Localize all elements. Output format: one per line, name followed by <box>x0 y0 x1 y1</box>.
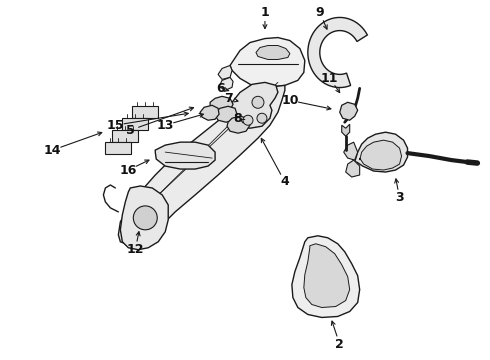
Text: 2: 2 <box>335 338 344 351</box>
Text: 9: 9 <box>316 6 324 19</box>
Polygon shape <box>256 45 290 59</box>
Text: 6: 6 <box>216 82 224 95</box>
Circle shape <box>243 115 253 125</box>
Text: 13: 13 <box>156 119 174 132</box>
Polygon shape <box>304 244 350 307</box>
Circle shape <box>133 206 157 230</box>
Polygon shape <box>308 17 368 87</box>
Polygon shape <box>360 140 401 170</box>
Polygon shape <box>346 160 360 177</box>
Polygon shape <box>228 82 278 128</box>
Polygon shape <box>215 106 237 122</box>
Text: 10: 10 <box>281 94 298 107</box>
Text: 15: 15 <box>107 119 124 132</box>
Text: 11: 11 <box>321 72 339 85</box>
Polygon shape <box>230 37 305 87</box>
Polygon shape <box>122 118 148 130</box>
Text: 4: 4 <box>280 175 289 189</box>
Circle shape <box>252 96 264 108</box>
Circle shape <box>257 113 267 123</box>
Polygon shape <box>105 142 131 154</box>
Text: 12: 12 <box>126 243 144 256</box>
Text: 16: 16 <box>120 163 137 176</box>
Polygon shape <box>218 66 232 80</box>
Polygon shape <box>292 236 360 318</box>
Polygon shape <box>210 96 233 112</box>
Text: 7: 7 <box>223 92 232 105</box>
Polygon shape <box>340 102 358 120</box>
Polygon shape <box>155 142 215 169</box>
Text: 3: 3 <box>395 192 404 204</box>
Polygon shape <box>355 132 408 172</box>
Text: 1: 1 <box>261 6 270 19</box>
Text: 8: 8 <box>234 112 243 125</box>
Polygon shape <box>343 142 358 160</box>
Polygon shape <box>227 116 250 133</box>
Text: 5: 5 <box>126 124 135 137</box>
Polygon shape <box>112 130 138 142</box>
Polygon shape <box>119 85 285 245</box>
Polygon shape <box>219 77 233 90</box>
Polygon shape <box>200 105 219 120</box>
Polygon shape <box>132 106 158 118</box>
Text: 14: 14 <box>44 144 61 157</box>
Polygon shape <box>121 186 168 250</box>
Polygon shape <box>342 124 350 136</box>
